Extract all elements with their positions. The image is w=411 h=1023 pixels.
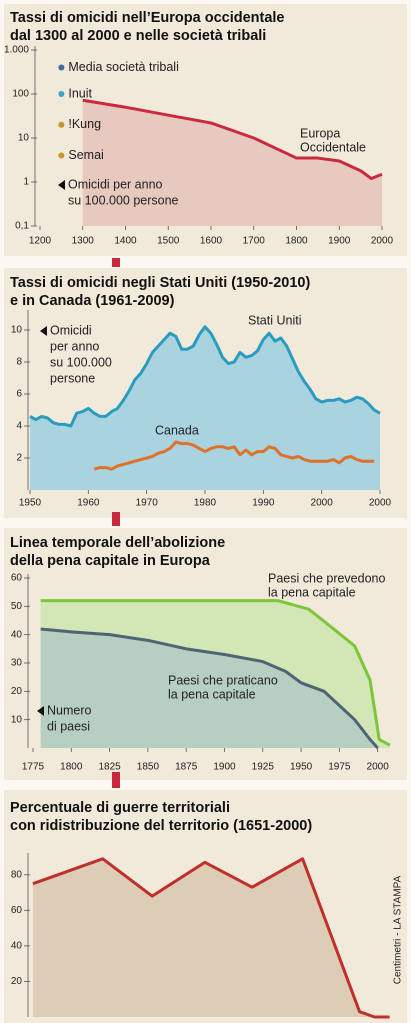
pointer [37, 706, 44, 716]
line [40, 599, 391, 747]
y-tick-label: 80 [11, 869, 23, 880]
x-tick-label: 1200 [29, 236, 52, 247]
x-tick-label: 2000 [367, 762, 390, 773]
x-tick-label: 1800 [285, 236, 308, 247]
y-tick-label: 50 [11, 601, 23, 612]
x-tick-label: 1925 [252, 762, 275, 773]
x-tick-label: 2000 [311, 498, 334, 509]
x-tick-label: 1950 [19, 498, 42, 509]
point [58, 152, 65, 159]
credit: Centimetri - LA STAMPA [393, 875, 404, 984]
series-label: Paesi che praticano [168, 673, 278, 687]
area [30, 326, 380, 490]
y-tick-label: 20 [11, 686, 23, 697]
y-tick-label: 4 [16, 421, 22, 432]
area [82, 100, 382, 226]
x-tick-label: 1800 [60, 762, 83, 773]
point [58, 121, 65, 128]
x-tick-label: 1875 [175, 762, 198, 773]
annotation: persone [50, 371, 95, 385]
series-label: Canada [155, 423, 199, 437]
y-tick-label: 60 [11, 573, 23, 584]
annotation: su 100.000 [50, 355, 112, 369]
point-label: !Kung [68, 117, 101, 131]
line [82, 98, 383, 181]
x-tick-label: 1500 [157, 236, 180, 247]
x-tick-label: 1970 [136, 498, 159, 509]
y-tick-label: 10 [11, 714, 23, 725]
y-tick-label: 10 [18, 133, 30, 144]
line [40, 627, 379, 750]
y-tick-label: 40 [11, 629, 23, 640]
y-tick-label: 10 [11, 325, 23, 336]
marker [112, 258, 120, 267]
chart-title: Percentuale di guerre territoriali [10, 800, 230, 816]
chart-title: e in Canada (1961-2009) [10, 293, 175, 309]
y-tick-label: 8 [16, 357, 22, 368]
y-tick-label: 2 [16, 453, 22, 464]
x-tick-label: 1950 [290, 762, 313, 773]
point [58, 64, 65, 71]
x-tick-label: 1900 [328, 236, 351, 247]
x-tick-label: 1990 [252, 498, 275, 509]
y-tick-label: 1.000 [4, 45, 29, 56]
chart-title: con ridistribuzione del territorio (1651… [10, 818, 312, 834]
pointer [40, 326, 47, 336]
chart-title: Tassi di omicidi nell’Europa occidentale [10, 10, 285, 26]
annotation: Omicidi [50, 323, 92, 337]
point-label: Inuit [68, 86, 92, 100]
point [58, 91, 65, 97]
x-tick-label: 2000 [371, 236, 394, 247]
annotation: Numero [47, 703, 92, 717]
y-tick-label: 6 [16, 389, 22, 400]
chart-title: Linea temporale dell’abolizione [10, 535, 225, 551]
x-tick-label: 1960 [77, 498, 100, 509]
y-tick-label: 0,1 [15, 221, 29, 232]
chart-title: della pena capitale in Europa [10, 553, 211, 569]
area [40, 629, 378, 748]
annotation: per anno [50, 339, 99, 353]
series-label: Paesi che prevedono [268, 571, 385, 585]
chart-title: dal 1300 al 2000 e nelle società tribali [10, 28, 266, 44]
annotation: Omicidi per anno [68, 177, 163, 191]
pointer [58, 180, 65, 190]
point-label: Semai [68, 148, 103, 162]
x-tick-label: 1980 [194, 498, 217, 509]
annotation: su 100.000 persone [68, 193, 179, 207]
x-tick-label: 1400 [114, 236, 137, 247]
x-tick-label: 2000 [369, 498, 392, 509]
x-tick-label: 1975 [328, 762, 351, 773]
x-tick-label: 1600 [200, 236, 223, 247]
y-tick-label: 20 [11, 976, 23, 987]
y-tick-label: 60 [11, 905, 23, 916]
y-tick-label: 1 [23, 177, 29, 188]
x-tick-label: 1775 [22, 762, 45, 773]
series-label: Occidentale [300, 140, 366, 154]
point-label: Media società tribali [68, 60, 178, 74]
x-tick-label: 1700 [243, 236, 266, 247]
y-tick-label: 40 [11, 941, 23, 952]
series-label: Europa [300, 126, 340, 140]
x-tick-label: 1900 [213, 762, 236, 773]
line [29, 325, 381, 428]
y-tick-label: 100 [12, 89, 29, 100]
x-tick-label: 1850 [137, 762, 160, 773]
line [32, 857, 390, 1019]
series-label: Stati Uniti [248, 313, 302, 327]
x-tick-label: 1825 [98, 762, 121, 773]
marker [112, 772, 120, 788]
chart-title: Tassi di omicidi negli Stati Uniti (1950… [10, 275, 310, 291]
annotation: di paesi [47, 719, 90, 733]
x-tick-label: 1300 [72, 236, 95, 247]
series-label: la pena capitale [268, 585, 356, 599]
marker [112, 512, 120, 526]
y-tick-label: 30 [11, 658, 23, 669]
line [93, 440, 375, 471]
area [32, 858, 390, 1017]
series-label: la pena capitale [168, 687, 256, 701]
